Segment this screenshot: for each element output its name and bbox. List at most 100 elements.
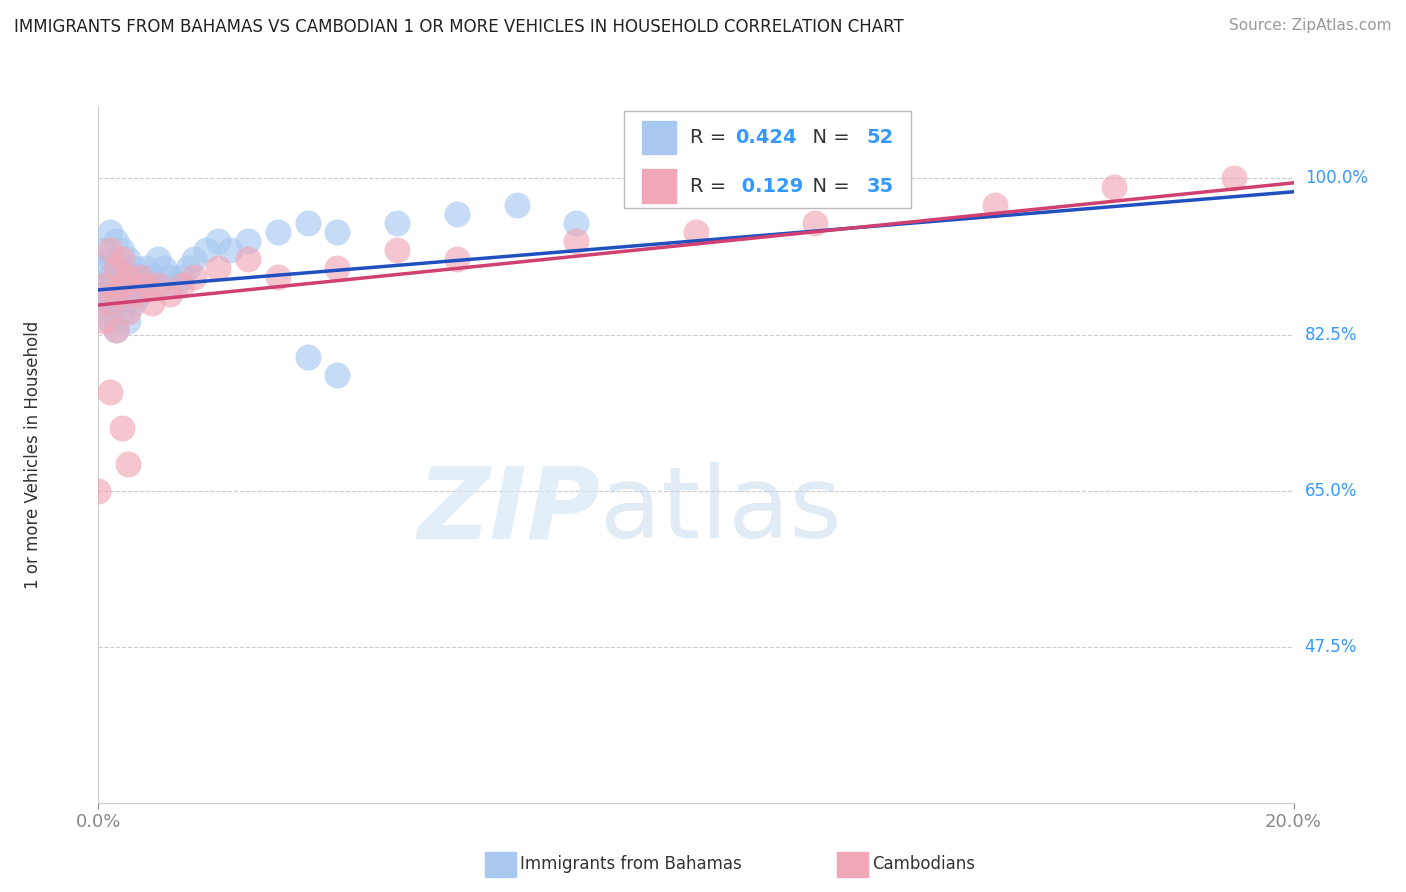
- Point: [565, 234, 588, 248]
- Point: [297, 216, 319, 230]
- Point: [111, 252, 134, 266]
- Point: [98, 252, 122, 266]
- Text: Cambodians: Cambodians: [872, 855, 974, 873]
- Point: [117, 269, 139, 284]
- Text: 1 or more Vehicles in Household: 1 or more Vehicles in Household: [24, 321, 42, 589]
- Point: [194, 243, 218, 257]
- Point: [98, 385, 122, 400]
- Point: [105, 260, 128, 275]
- Text: ZIP: ZIP: [418, 462, 600, 559]
- Text: 100.0%: 100.0%: [1305, 169, 1368, 187]
- Point: [117, 252, 139, 266]
- Point: [87, 483, 110, 498]
- Point: [124, 296, 146, 310]
- Point: [685, 225, 707, 239]
- Text: 35: 35: [868, 177, 894, 195]
- Point: [117, 314, 139, 328]
- Point: [177, 260, 200, 275]
- Point: [148, 278, 170, 293]
- Point: [93, 287, 115, 301]
- Point: [111, 269, 134, 284]
- Point: [297, 350, 319, 364]
- Point: [446, 252, 468, 266]
- Point: [1104, 180, 1126, 194]
- Point: [105, 323, 128, 337]
- Point: [207, 234, 229, 248]
- Text: 65.0%: 65.0%: [1305, 482, 1357, 500]
- Point: [124, 278, 146, 293]
- Point: [105, 260, 128, 275]
- Text: IMMIGRANTS FROM BAHAMAS VS CAMBODIAN 1 OR MORE VEHICLES IN HOUSEHOLD CORRELATION: IMMIGRANTS FROM BAHAMAS VS CAMBODIAN 1 O…: [14, 18, 904, 36]
- Point: [172, 278, 194, 293]
- Point: [98, 243, 122, 257]
- Point: [117, 287, 139, 301]
- Point: [124, 287, 146, 301]
- Text: atlas: atlas: [600, 462, 842, 559]
- FancyBboxPatch shape: [643, 169, 676, 202]
- Point: [105, 287, 128, 301]
- Point: [236, 252, 259, 266]
- Point: [111, 287, 134, 301]
- Text: N =: N =: [800, 128, 856, 147]
- Point: [105, 296, 128, 310]
- Point: [105, 234, 128, 248]
- Point: [565, 216, 588, 230]
- Point: [93, 243, 115, 257]
- Point: [93, 305, 115, 319]
- Point: [385, 243, 409, 257]
- Point: [183, 269, 205, 284]
- Point: [141, 296, 163, 310]
- Point: [236, 234, 259, 248]
- Point: [153, 260, 176, 275]
- Text: N =: N =: [800, 177, 856, 195]
- FancyBboxPatch shape: [643, 120, 676, 154]
- Point: [446, 207, 468, 221]
- Point: [98, 225, 122, 239]
- Point: [98, 269, 122, 284]
- Point: [129, 269, 152, 284]
- Point: [124, 260, 146, 275]
- Text: 47.5%: 47.5%: [1305, 638, 1357, 656]
- Point: [326, 368, 349, 382]
- Point: [105, 278, 128, 293]
- Point: [1223, 171, 1246, 186]
- Point: [98, 296, 122, 310]
- Point: [141, 269, 163, 284]
- Point: [111, 278, 134, 293]
- Point: [207, 260, 229, 275]
- Text: R =: R =: [690, 128, 733, 147]
- Point: [983, 198, 1005, 212]
- Text: 52: 52: [868, 128, 894, 147]
- Text: Source: ZipAtlas.com: Source: ZipAtlas.com: [1229, 18, 1392, 33]
- Point: [148, 252, 170, 266]
- Point: [93, 260, 115, 275]
- Point: [172, 269, 194, 284]
- Point: [506, 198, 529, 212]
- Point: [159, 287, 181, 301]
- Text: Immigrants from Bahamas: Immigrants from Bahamas: [520, 855, 742, 873]
- Text: 82.5%: 82.5%: [1305, 326, 1357, 343]
- Point: [117, 457, 139, 471]
- Point: [129, 269, 152, 284]
- Point: [105, 323, 128, 337]
- Point: [135, 260, 157, 275]
- Point: [159, 269, 181, 284]
- Point: [267, 225, 290, 239]
- Point: [98, 296, 122, 310]
- Point: [111, 243, 134, 257]
- Point: [326, 225, 349, 239]
- Point: [326, 260, 349, 275]
- Point: [87, 278, 110, 293]
- Point: [219, 243, 242, 257]
- Point: [135, 278, 157, 293]
- Text: 0.129: 0.129: [735, 177, 804, 195]
- Text: 0.424: 0.424: [735, 128, 797, 147]
- Point: [148, 278, 170, 293]
- Point: [129, 287, 152, 301]
- Point: [98, 314, 122, 328]
- Point: [183, 252, 205, 266]
- Text: R =: R =: [690, 177, 733, 195]
- Point: [804, 216, 827, 230]
- Point: [111, 421, 134, 435]
- Point: [117, 269, 139, 284]
